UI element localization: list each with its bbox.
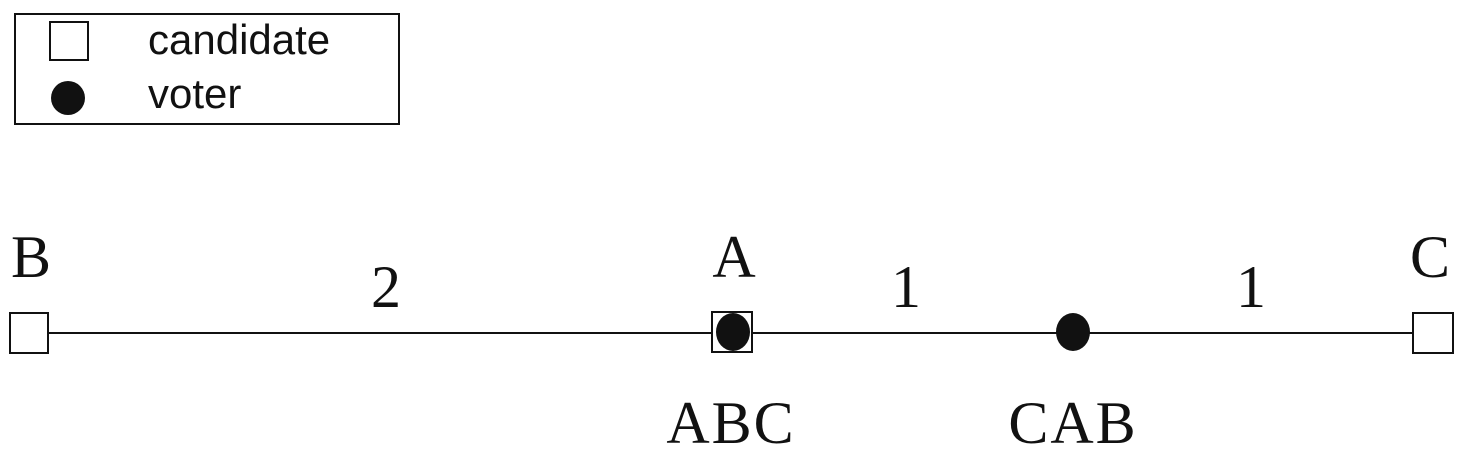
voter-marker-abc	[716, 313, 750, 351]
candidate-label-b: B	[11, 224, 51, 290]
candidate-label-a: A	[712, 224, 755, 290]
voter-preference-cab: CAB	[1008, 390, 1137, 456]
candidate-marker-c	[1412, 312, 1454, 354]
square-outline-icon	[49, 21, 89, 61]
segment-label-a-cab: 1	[891, 254, 921, 320]
segment-label-b-a: 2	[371, 254, 401, 320]
voter-preference-abc: ABC	[666, 390, 795, 456]
legend-label-candidate: candidate	[148, 16, 330, 63]
segment-label-cab-c: 1	[1236, 254, 1266, 320]
candidate-marker-b	[9, 312, 49, 354]
legend: candidate voter	[14, 13, 400, 125]
legend-label-voter: voter	[148, 70, 241, 117]
legend-frame	[14, 13, 400, 125]
voter-marker-cab	[1056, 313, 1090, 351]
candidate-label-c: C	[1410, 224, 1450, 290]
filled-circle-icon	[51, 81, 85, 115]
